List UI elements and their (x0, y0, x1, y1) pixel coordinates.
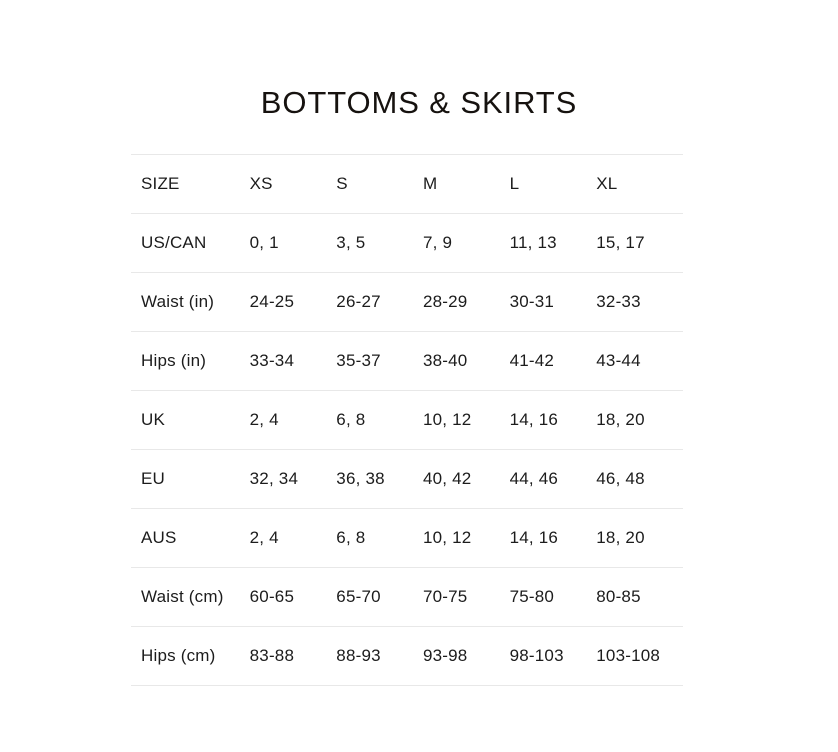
cell-s: 35-37 (336, 331, 423, 391)
cell-m: 70-75 (422, 567, 510, 627)
cell-m: 38-40 (422, 331, 510, 391)
column-header-s: S (336, 154, 423, 214)
cell-s: 26-27 (336, 272, 423, 332)
table-row: Hips (cm) 83-88 88-93 93-98 98-103 103-1… (131, 626, 683, 686)
cell-l: 14, 16 (509, 508, 597, 568)
cell-m: 93-98 (422, 626, 510, 686)
cell-l: 75-80 (509, 567, 597, 627)
table-row: UK 2, 4 6, 8 10, 12 14, 16 18, 20 (131, 390, 683, 450)
table-row: Hips (in) 33-34 35-37 38-40 41-42 43-44 (131, 331, 683, 391)
table-row: Waist (in) 24-25 26-27 28-29 30-31 32-33 (131, 272, 683, 332)
page-title: BOTTOMS & SKIRTS (260, 84, 578, 120)
size-chart-table: SIZE XS S M L XL US/CAN 0, 1 3, 5 7, 9 1… (131, 154, 683, 686)
table-header: SIZE XS S M L XL (131, 154, 683, 214)
cell-l: 14, 16 (509, 390, 597, 450)
cell-s: 3, 5 (336, 213, 423, 273)
column-header-m: M (422, 154, 510, 214)
row-label: Waist (in) (131, 272, 250, 332)
cell-xl: 15, 17 (596, 213, 683, 273)
column-header-xl: XL (596, 154, 683, 214)
row-label: Waist (cm) (131, 567, 250, 627)
cell-xs: 33-34 (249, 331, 337, 391)
cell-m: 28-29 (422, 272, 510, 332)
cell-xl: 18, 20 (596, 508, 683, 568)
cell-xs: 24-25 (249, 272, 337, 332)
column-header-xs: XS (249, 154, 337, 214)
cell-xl: 46, 48 (596, 449, 683, 509)
cell-xs: 83-88 (249, 626, 337, 686)
column-header-size: SIZE (131, 154, 250, 214)
table-row: AUS 2, 4 6, 8 10, 12 14, 16 18, 20 (131, 508, 683, 568)
cell-l: 44, 46 (509, 449, 597, 509)
cell-xs: 0, 1 (249, 213, 337, 273)
cell-s: 65-70 (336, 567, 423, 627)
table-row: EU 32, 34 36, 38 40, 42 44, 46 46, 48 (131, 449, 683, 509)
cell-xl: 80-85 (596, 567, 683, 627)
column-header-l: L (509, 154, 597, 214)
table-header-row: SIZE XS S M L XL (131, 154, 683, 214)
cell-m: 10, 12 (422, 508, 510, 568)
cell-m: 40, 42 (422, 449, 510, 509)
row-label: Hips (cm) (131, 626, 250, 686)
cell-s: 88-93 (336, 626, 423, 686)
size-chart-table-container: SIZE XS S M L XL US/CAN 0, 1 3, 5 7, 9 1… (131, 154, 683, 686)
table-row: Waist (cm) 60-65 65-70 70-75 75-80 80-85 (131, 567, 683, 627)
cell-xs: 60-65 (249, 567, 337, 627)
cell-s: 6, 8 (336, 508, 423, 568)
cell-l: 41-42 (509, 331, 597, 391)
cell-l: 11, 13 (509, 213, 597, 273)
cell-s: 6, 8 (336, 390, 423, 450)
cell-xs: 2, 4 (249, 508, 337, 568)
row-label: US/CAN (131, 213, 250, 273)
table-row: US/CAN 0, 1 3, 5 7, 9 11, 13 15, 17 (131, 213, 683, 273)
cell-xs: 2, 4 (249, 390, 337, 450)
row-label: EU (131, 449, 250, 509)
cell-xl: 103-108 (596, 626, 683, 686)
cell-m: 7, 9 (422, 213, 510, 273)
cell-m: 10, 12 (422, 390, 510, 450)
cell-xl: 18, 20 (596, 390, 683, 450)
cell-l: 30-31 (509, 272, 597, 332)
cell-l: 98-103 (509, 626, 597, 686)
row-label: UK (131, 390, 250, 450)
cell-s: 36, 38 (336, 449, 423, 509)
row-label: AUS (131, 508, 250, 568)
table-body: US/CAN 0, 1 3, 5 7, 9 11, 13 15, 17 Wais… (131, 213, 683, 686)
row-label: Hips (in) (131, 331, 250, 391)
cell-xs: 32, 34 (249, 449, 337, 509)
cell-xl: 43-44 (596, 331, 683, 391)
cell-xl: 32-33 (596, 272, 683, 332)
